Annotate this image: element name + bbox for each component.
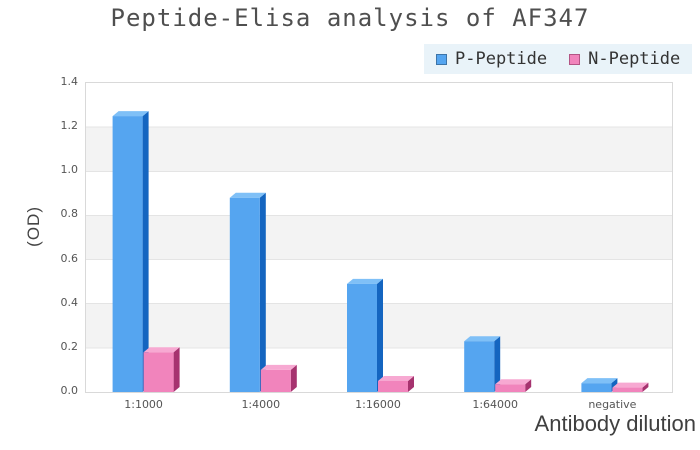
legend-item-n-peptide: N-Peptide — [569, 49, 680, 69]
legend-marker-n-peptide-icon — [569, 53, 581, 65]
bar-N-Peptide-1:4000-top — [260, 364, 297, 370]
y-tick-label-0.4: 0.4 — [60, 295, 79, 309]
x-category-label-1:64000: 1:64000 — [472, 398, 519, 411]
legend-label-p-peptide: P-Peptide — [455, 49, 548, 69]
legend-item-p-peptide: P-Peptide — [436, 49, 547, 69]
bar-N-Peptide-1:4000 — [260, 369, 291, 392]
y-axis-title: (OD) — [24, 206, 43, 247]
bar-N-Peptide-1:64000-top — [495, 379, 532, 385]
legend-marker-p-peptide-icon — [436, 53, 447, 65]
bar-P-Peptide-negative — [581, 383, 612, 392]
legend: P-Peptide N-Peptide — [424, 44, 692, 74]
x-category-label-1:4000: 1:4000 — [241, 398, 281, 411]
bar-N-Peptide-1:16000 — [378, 380, 408, 392]
grid-band — [86, 215, 672, 260]
bar-N-Peptide-1:16000-top — [378, 375, 414, 381]
y-tick-label-0.6: 0.6 — [60, 251, 79, 265]
bar-N-Peptide-negative-side — [642, 382, 649, 392]
bar-P-Peptide-1:16000-top — [347, 278, 383, 284]
bar-N-Peptide-1:1000-top — [143, 347, 180, 353]
y-tick-label-0.8: 0.8 — [60, 207, 79, 221]
plot-area — [85, 82, 673, 393]
bar-N-Peptide-1:1000-side — [173, 347, 180, 392]
bar-N-Peptide-1:4000-side — [290, 364, 297, 392]
bar-P-Peptide-1:16000-side — [377, 278, 383, 392]
bar-P-Peptide-1:64000-top — [464, 336, 501, 342]
bar-P-Peptide-negative-top — [581, 378, 618, 384]
bar-P-Peptide-1:4000-side — [259, 192, 266, 392]
bar-N-Peptide-1:64000-side — [525, 379, 532, 392]
y-tick-label-0.0: 0.0 — [60, 384, 79, 397]
y-tick-label-0.2: 0.2 — [60, 339, 79, 353]
bar-chart-canvas — [86, 83, 672, 392]
bar-P-Peptide-1:1000 — [112, 116, 143, 392]
bar-P-Peptide-1:64000 — [464, 341, 495, 392]
bar-N-Peptide-1:16000-side — [408, 375, 414, 392]
x-category-label-1:1000: 1:1000 — [124, 398, 163, 411]
bar-P-Peptide-1:4000 — [229, 197, 260, 392]
x-category-label-1:16000: 1:16000 — [355, 398, 401, 411]
y-tick-label-1.2: 1.2 — [60, 119, 79, 133]
chart-title: Peptide-Elisa analysis of AF347 — [110, 4, 590, 32]
bar-N-Peptide-negative-top — [612, 382, 649, 388]
bar-P-Peptide-1:16000 — [347, 283, 377, 392]
bar-P-Peptide-1:4000-top — [229, 192, 266, 198]
y-tick-label-1.0: 1.0 — [60, 163, 79, 177]
bar-P-Peptide-1:1000-top — [112, 111, 149, 117]
bar-N-Peptide-1:64000 — [495, 384, 526, 392]
grid-band — [86, 171, 672, 216]
legend-label-n-peptide: N-Peptide — [588, 49, 681, 69]
x-axis-title: Antibody dilution — [534, 411, 696, 436]
bar-N-Peptide-1:1000 — [143, 352, 174, 392]
y-tick-label-1.4: 1.4 — [60, 75, 79, 88]
bar-N-Peptide-negative — [612, 387, 643, 392]
grid-band — [86, 127, 672, 172]
x-category-label-negative: negative — [588, 398, 637, 411]
bar-P-Peptide-1:1000-side — [142, 111, 149, 392]
bar-P-Peptide-1:64000-side — [494, 336, 501, 392]
grid-band — [86, 83, 672, 128]
